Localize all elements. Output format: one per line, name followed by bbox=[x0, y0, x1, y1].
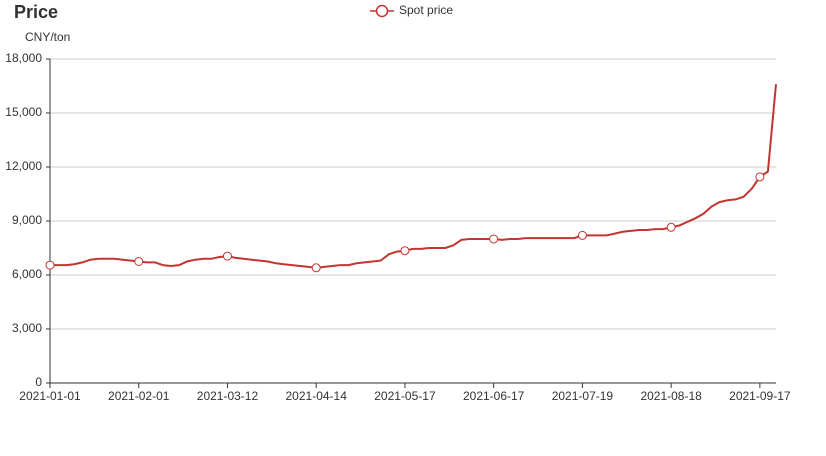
point bbox=[45, 260, 55, 270]
x-tick-label: 2021-04-14 bbox=[286, 389, 348, 403]
x-tick-label: 2021-02-01 bbox=[108, 389, 170, 403]
x-tick-label: 2021-08-18 bbox=[640, 389, 702, 403]
chart-title: Price bbox=[14, 2, 58, 22]
point bbox=[400, 246, 410, 256]
x-tick-label: 2021-05-17 bbox=[374, 389, 436, 403]
y-tick-label: 18,000 bbox=[5, 51, 42, 65]
y-tick-label: 0 bbox=[35, 375, 42, 389]
point bbox=[222, 251, 232, 261]
y-axis-label: CNY/ton bbox=[25, 30, 70, 44]
x-tick-label: 2021-09-17 bbox=[729, 389, 791, 403]
point bbox=[755, 172, 765, 182]
y-tick-label: 15,000 bbox=[5, 105, 42, 119]
x-tick-label: 2021-01-01 bbox=[19, 389, 81, 403]
y-tick-label: 9,000 bbox=[12, 213, 42, 227]
legend-marker bbox=[375, 4, 389, 18]
legend-label: Spot price bbox=[399, 3, 453, 17]
x-tick-label: 2021-03-12 bbox=[197, 389, 259, 403]
point bbox=[134, 257, 144, 266]
y-tick-label: 6,000 bbox=[12, 267, 42, 281]
y-tick-label: 12,000 bbox=[5, 159, 42, 173]
point bbox=[311, 263, 321, 273]
line bbox=[50, 84, 777, 269]
x-tick-label: 2021-06-17 bbox=[463, 389, 525, 403]
point bbox=[577, 230, 587, 240]
y-tick-label: 3,000 bbox=[12, 321, 42, 335]
x-tick-label: 2021-07-19 bbox=[552, 389, 614, 403]
point bbox=[489, 234, 499, 244]
point bbox=[666, 222, 676, 232]
